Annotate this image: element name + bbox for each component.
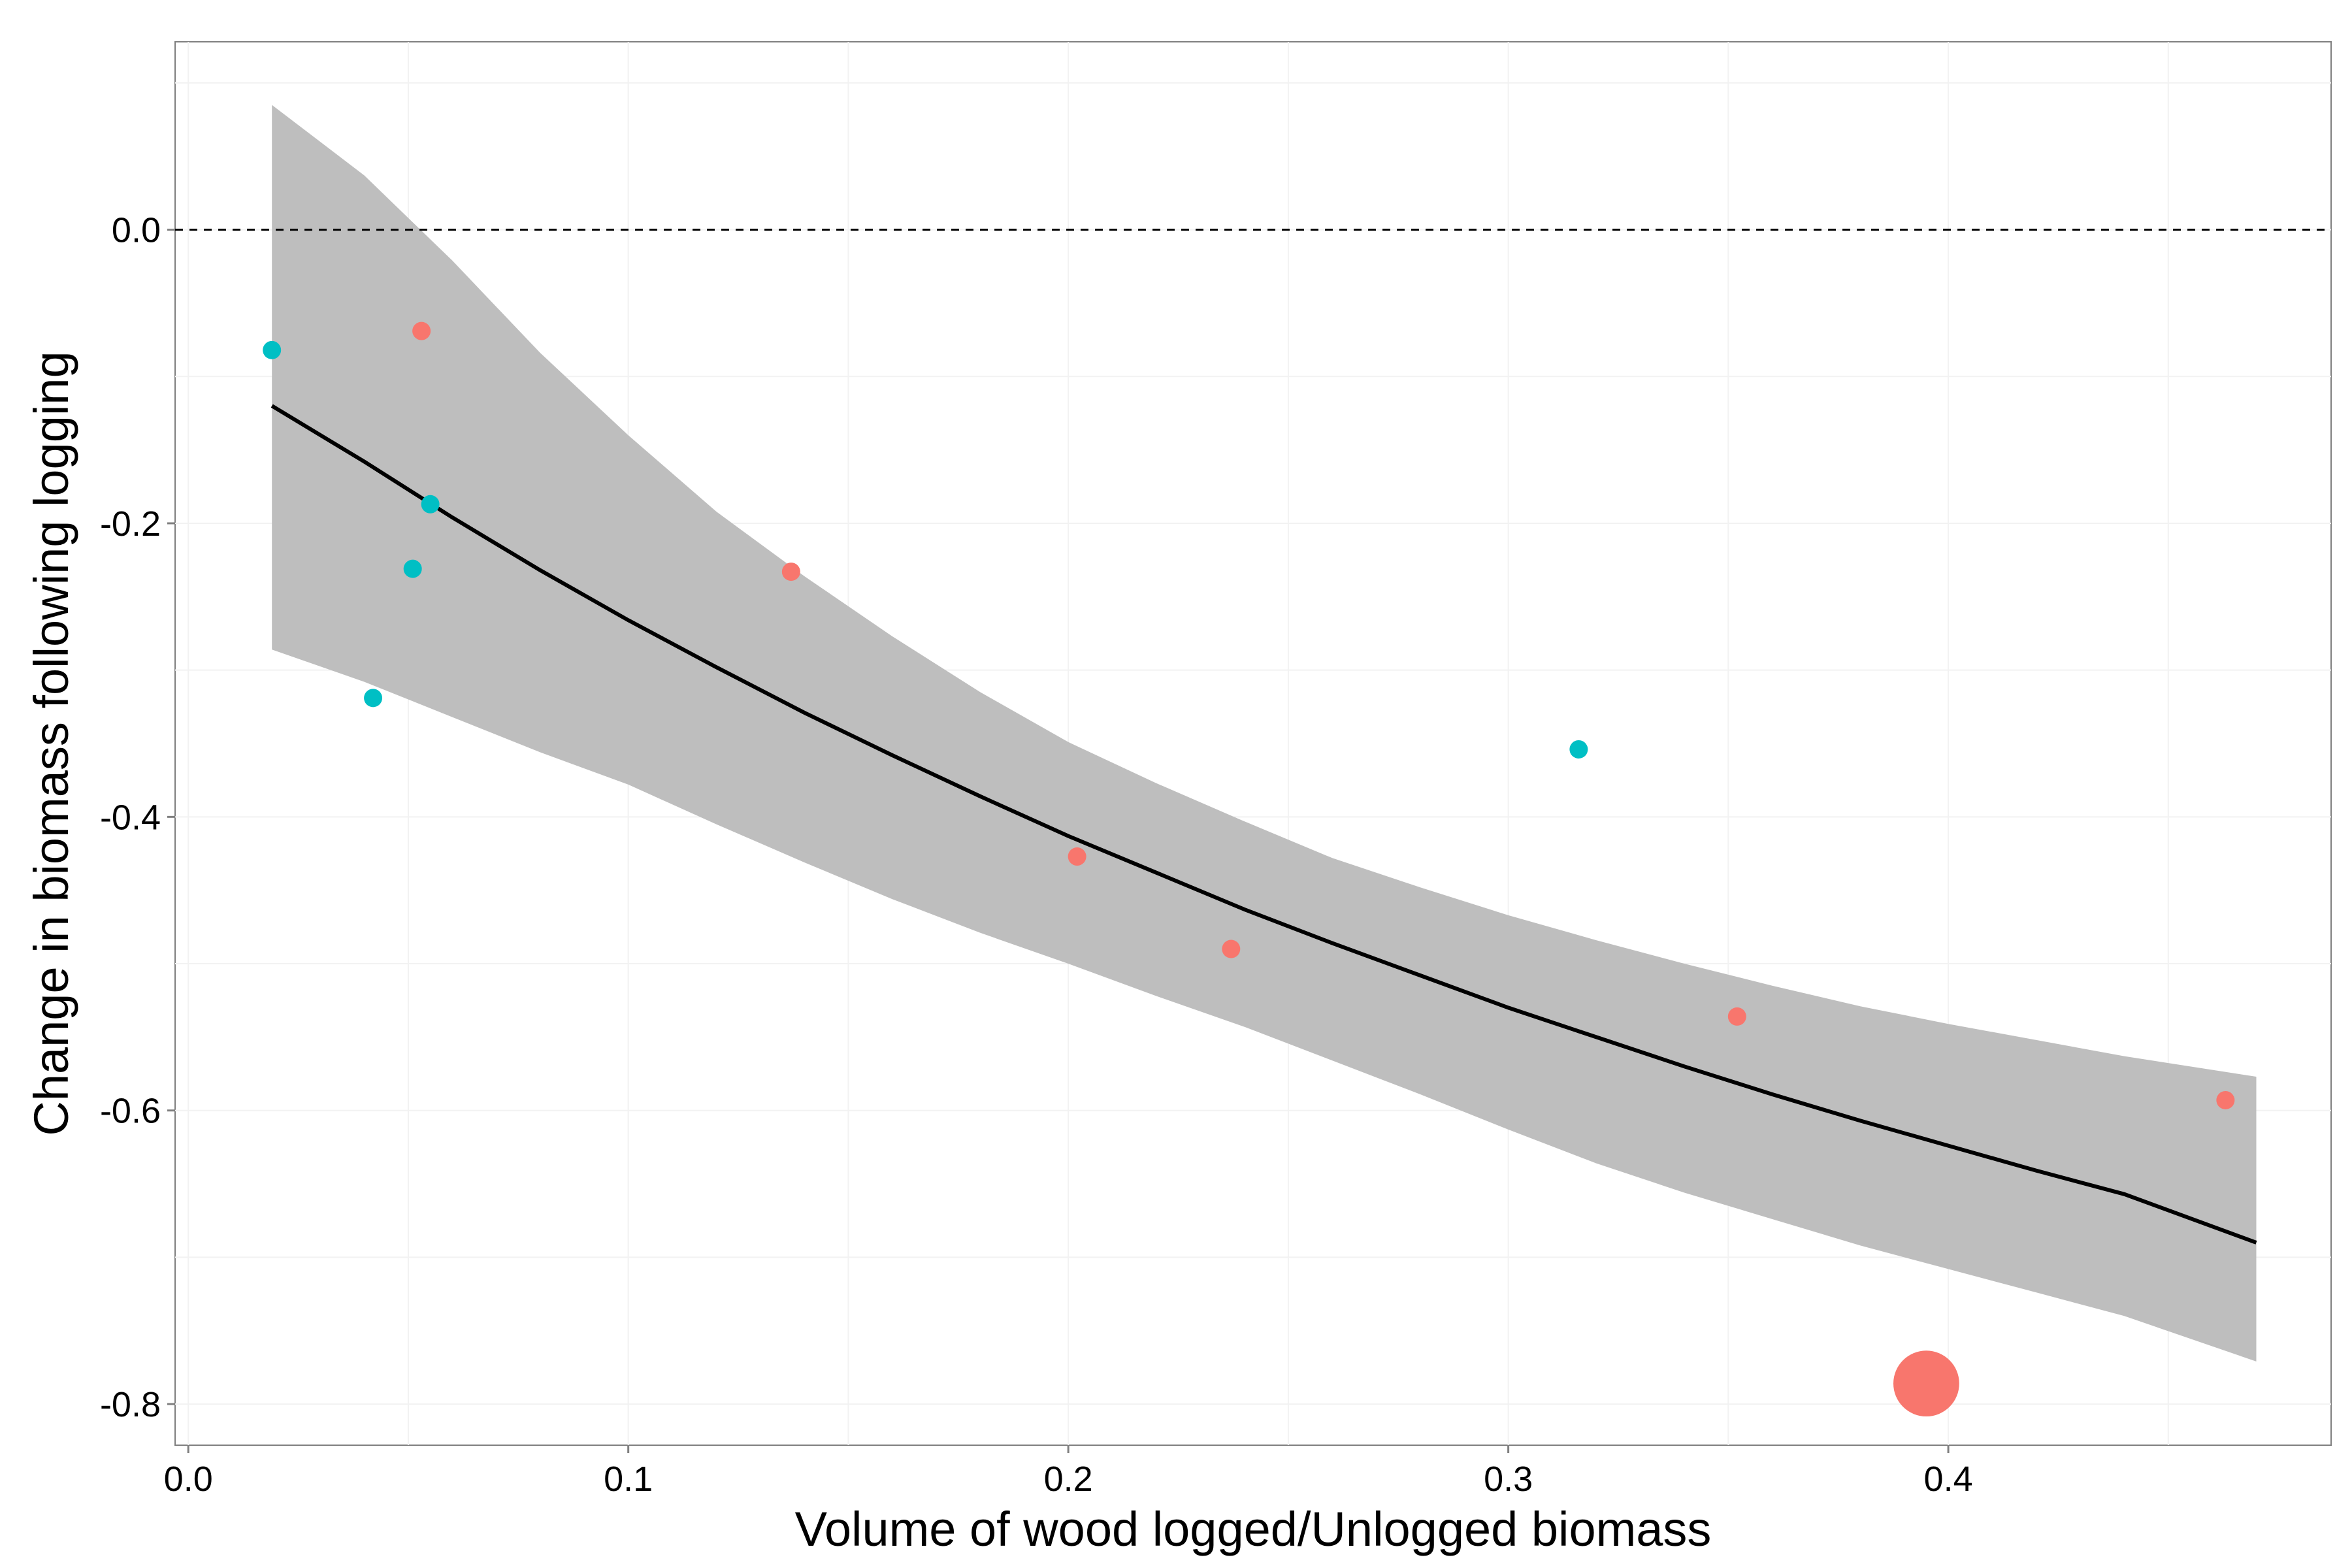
- y-tick-label: -0.8: [100, 1385, 161, 1424]
- data-point: [1893, 1350, 1959, 1417]
- fit-line-layer: [270, 404, 2257, 1245]
- x-tick-label: 0.3: [1484, 1460, 1533, 1499]
- axes: 0.0 0.1 0.2 0.3 0.4 0.0 -0.2 -0.4 -0.6 -0.8: [100, 211, 1973, 1499]
- y-tick-label: 0.0: [112, 211, 161, 250]
- confidence-band-layer: [272, 105, 2257, 1362]
- data-point: [364, 689, 383, 708]
- x-tick-label: 0.2: [1044, 1460, 1093, 1499]
- data-point: [412, 321, 431, 340]
- data-point: [1569, 740, 1588, 759]
- data-point: [1068, 847, 1086, 866]
- y-tick-label: -0.4: [100, 798, 161, 837]
- x-tick-label: 0.1: [604, 1460, 653, 1499]
- data-point: [1727, 1007, 1746, 1026]
- data-points: [263, 321, 2235, 1417]
- confidence-band: [272, 105, 2257, 1362]
- data-point: [1222, 939, 1241, 958]
- y-tick-label: -0.6: [100, 1092, 161, 1131]
- fit-line: [270, 404, 2257, 1245]
- data-point: [2216, 1090, 2235, 1109]
- data-point: [403, 559, 422, 578]
- x-tick-label: 0.0: [164, 1460, 213, 1499]
- data-point: [421, 495, 440, 514]
- x-axis-title: Volume of wood logged/Unlogged biomass: [795, 1502, 1712, 1556]
- y-axis-title: Change in biomass following logging: [24, 351, 78, 1135]
- x-tick-label: 0.4: [1924, 1460, 1973, 1499]
- data-point: [781, 563, 800, 581]
- data-point: [263, 340, 282, 359]
- y-tick-label: -0.2: [100, 504, 161, 544]
